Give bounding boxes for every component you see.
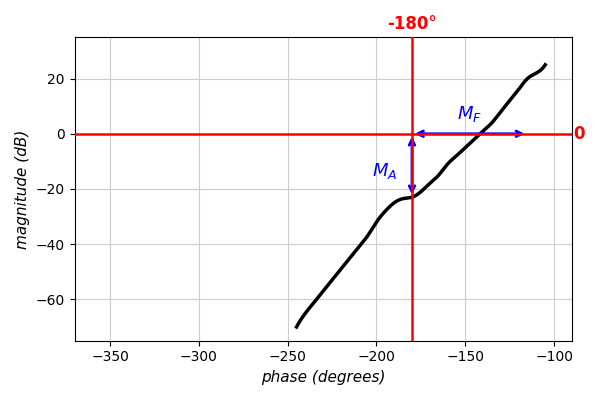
Text: -180°: -180°	[387, 15, 437, 33]
Y-axis label: magnitude (dB): magnitude (dB)	[15, 129, 30, 249]
Text: 0: 0	[574, 125, 585, 143]
Text: $M_F$: $M_F$	[457, 104, 482, 124]
Text: $M_A$: $M_A$	[373, 161, 398, 181]
X-axis label: phase (degrees): phase (degrees)	[261, 370, 385, 385]
